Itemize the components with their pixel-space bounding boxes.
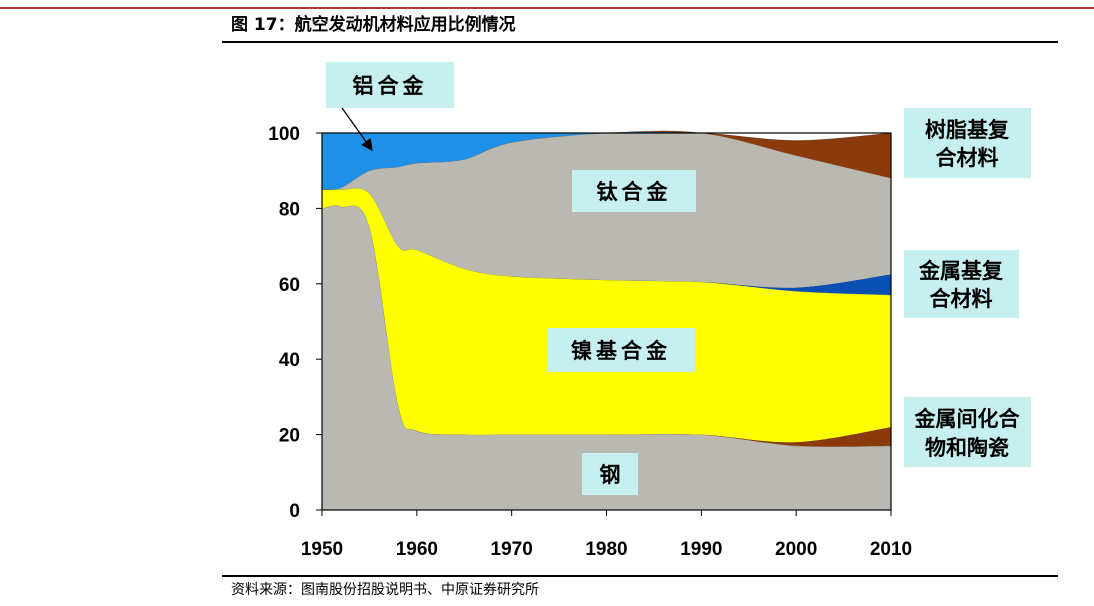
label-titanium: 钛合金 xyxy=(597,180,672,204)
label-box-intermetallic xyxy=(904,397,1031,467)
label-intermetallic-line1: 金属间化合 xyxy=(914,407,1021,431)
label-resin-line1: 树脂基复 xyxy=(925,118,1010,142)
label-box-mmc xyxy=(904,250,1019,318)
label-mmc-line2: 合材料 xyxy=(930,287,993,311)
x-tick-label-1980: 1980 xyxy=(585,539,627,560)
y-tick-label-40: 40 xyxy=(279,350,300,371)
label-box-steel xyxy=(582,453,638,495)
figure-title: 图 17：航空发动机材料应用比例情况 xyxy=(231,15,516,35)
x-axis-ticks: 1950 1960 1970 1980 1990 2000 2010 xyxy=(301,510,912,560)
y-tick-label-60: 60 xyxy=(279,275,300,296)
label-mmc-line1: 金属基复 xyxy=(918,259,1004,283)
top-rule xyxy=(0,7,1094,9)
bottom-rule xyxy=(222,575,1058,577)
area-aluminum xyxy=(322,131,891,190)
aluminum-arrow xyxy=(341,107,373,151)
y-tick-label-80: 80 xyxy=(279,199,300,220)
source-note: 资料来源：图南股份招股说明书、中原证券研究所 xyxy=(231,582,539,598)
x-tick-label-1960: 1960 xyxy=(396,539,438,560)
x-tick-label-1990: 1990 xyxy=(680,539,722,560)
x-tick-label-2010: 2010 xyxy=(870,539,912,560)
x-tick-label-2000: 2000 xyxy=(775,539,817,560)
y-axis-ticks: 0 20 40 60 80 100 xyxy=(268,124,322,522)
x-tick-label-1970: 1970 xyxy=(491,539,533,560)
label-resin-line2: 合材料 xyxy=(936,146,999,170)
area-mmc xyxy=(322,188,891,296)
y-tick-label-100: 100 xyxy=(268,124,300,145)
label-intermetallic-line2: 物和陶瓷 xyxy=(925,436,1009,460)
label-box-nickel xyxy=(547,328,695,372)
y-tick-label-20: 20 xyxy=(279,426,300,447)
label-box-titanium xyxy=(572,170,696,212)
area-steel xyxy=(322,205,891,510)
title-rule xyxy=(222,41,1058,43)
area-nickel xyxy=(322,188,891,443)
label-box-resin xyxy=(904,108,1031,178)
y-tick-label-0: 0 xyxy=(289,501,300,522)
x-tick-label-1950: 1950 xyxy=(301,539,343,560)
label-steel: 钢 xyxy=(600,463,621,487)
label-nickel: 镍基合金 xyxy=(571,339,671,363)
label-box-aluminum xyxy=(326,62,454,108)
label-aluminum: 铝合金 xyxy=(353,74,428,98)
